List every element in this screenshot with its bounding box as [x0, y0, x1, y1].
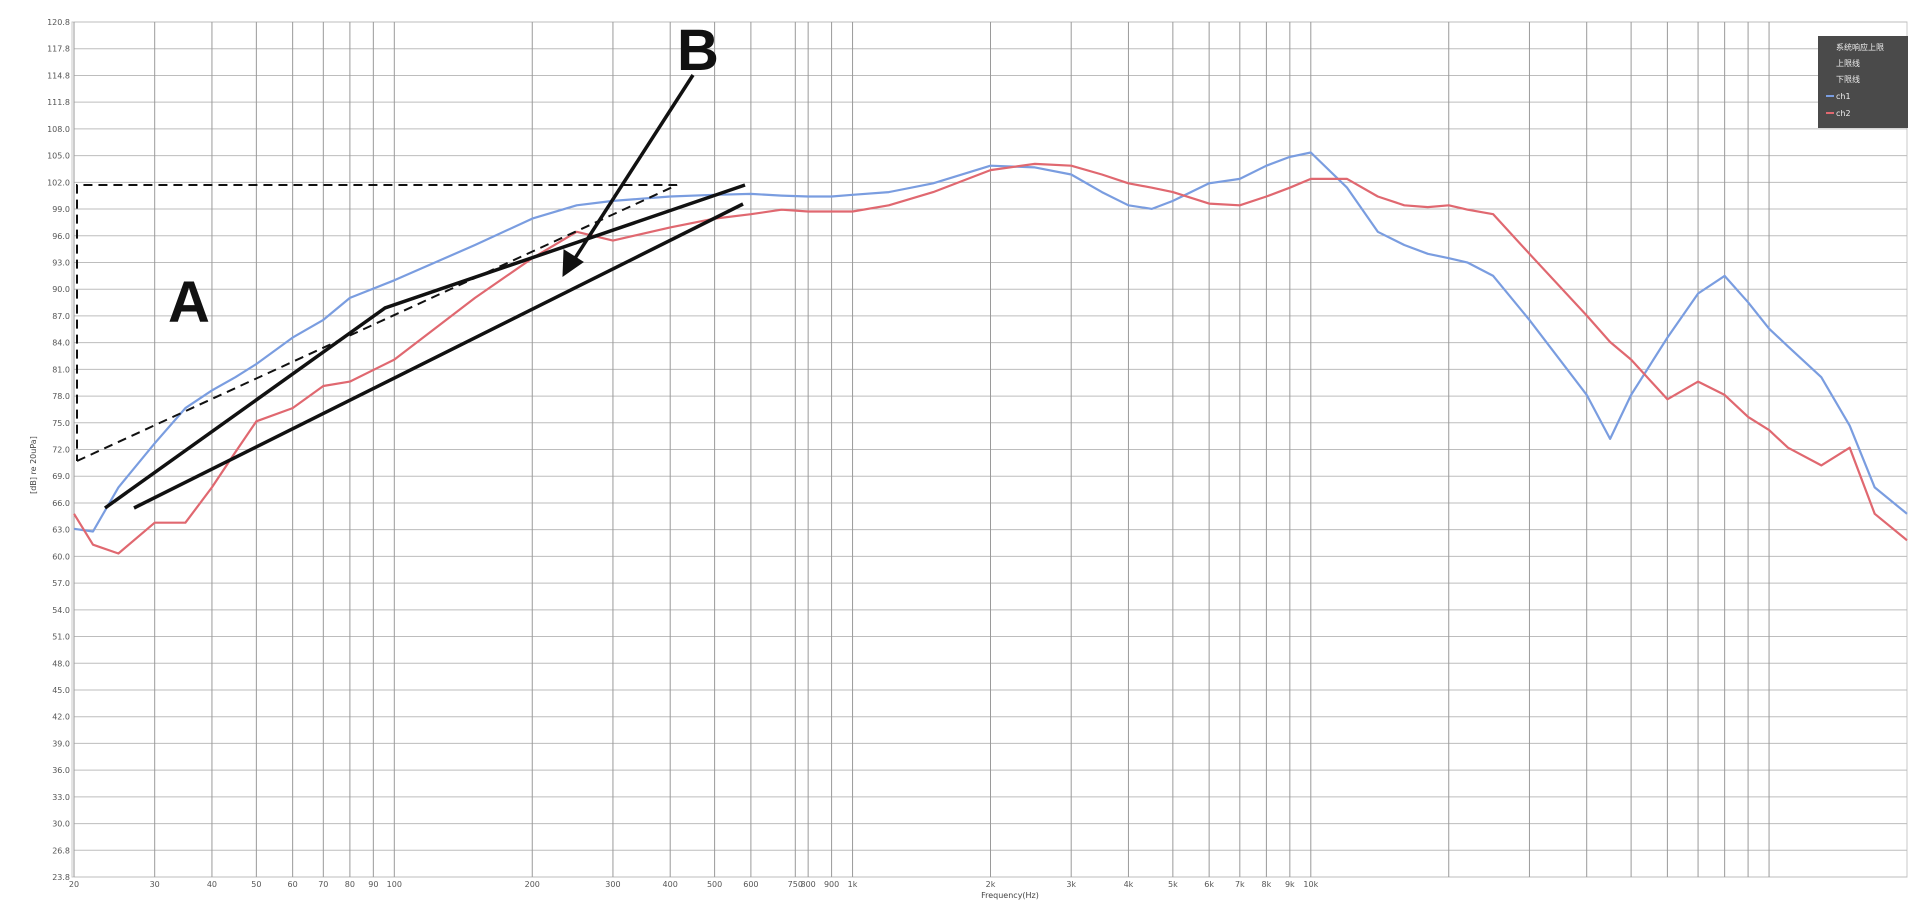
- y-tick-label: 111.8: [47, 98, 70, 107]
- legend-entry-5: ch2: [1836, 109, 1851, 118]
- legend-entry-1: 系统响应上限: [1836, 42, 1884, 52]
- y-tick-label: 102.0: [47, 178, 70, 187]
- x-tick-label: 3k: [1066, 880, 1076, 889]
- x-tick-label: 1k: [848, 880, 858, 889]
- y-tick-label: 30.0: [52, 820, 70, 829]
- y-tick-label: 93.0: [52, 258, 70, 267]
- y-tick-label: 39.0: [52, 739, 70, 748]
- y-tick-label: 75.0: [52, 419, 70, 428]
- x-tick-label: 50: [251, 880, 261, 889]
- data-series: [73, 151, 1908, 555]
- x-tick-label: 7k: [1235, 880, 1245, 889]
- x-tick-label: 6k: [1204, 880, 1214, 889]
- y-tick-label: 90.0: [52, 285, 70, 294]
- y-tick-label: 87.0: [52, 312, 70, 321]
- x-tick-label: 500: [707, 880, 722, 889]
- y-tick-label: 96.0: [52, 232, 70, 241]
- x-tick-label: 2k: [986, 880, 996, 889]
- x-tick-label: 600: [743, 880, 758, 889]
- y-tick-label: 105.0: [47, 152, 70, 161]
- x-tick-label: 80: [345, 880, 355, 889]
- x-tick-label: 300: [605, 880, 620, 889]
- y-tick-label: 81.0: [52, 365, 70, 374]
- y-tick-label: 108.0: [47, 125, 70, 134]
- x-tick-label: 30: [150, 880, 160, 889]
- x-tick-label: 10k: [1303, 880, 1318, 889]
- x-tick-label: 40: [207, 880, 217, 889]
- y-tick-label: 63.0: [52, 526, 70, 535]
- legend-entry-4: ch1: [1836, 92, 1851, 101]
- y-tick-label: 99.0: [52, 205, 70, 214]
- x-tick-label: 70: [318, 880, 328, 889]
- x-tick-label: 5k: [1168, 880, 1178, 889]
- y-tick-label: 54.0: [52, 606, 70, 615]
- x-tick-label: 100: [387, 880, 402, 889]
- x-tick-label: 750: [788, 880, 803, 889]
- y-tick-label: 84.0: [52, 339, 70, 348]
- x-tick-label: 800: [801, 880, 816, 889]
- x-tick-label: 4k: [1124, 880, 1134, 889]
- y-tick-label: 23.8: [52, 873, 70, 882]
- y-tick-label: 117.8: [47, 45, 70, 54]
- x-tick-labels: 20 30 40 50 60 70 80 90 100 200 300 400 500 600 750800…: [69, 880, 1319, 889]
- y-tick-label: 60.0: [52, 552, 70, 561]
- y-tick-label: 69.0: [52, 472, 70, 481]
- y-tick-label: 42.0: [52, 713, 70, 722]
- y-tick-label: 57.0: [52, 579, 70, 588]
- y-tick-label: 51.0: [52, 633, 70, 642]
- annotation-label-a: A: [168, 270, 210, 335]
- x-tick-label: 90: [368, 880, 378, 889]
- legend-entry-3: 下限线: [1836, 74, 1860, 84]
- x-axis-label: Frequency(Hz): [981, 891, 1039, 900]
- y-tick-label: 114.8: [47, 71, 70, 80]
- x-tick-label: 400: [663, 880, 678, 889]
- annotation-lower-line: [133, 202, 744, 510]
- y-tick-label: 120.8: [47, 18, 70, 27]
- y-tick-label: 33.0: [52, 793, 70, 802]
- y-tick-label: 36.0: [52, 766, 70, 775]
- x-tick-label: 200: [525, 880, 540, 889]
- y-axis-label: [dB] re 20uPa]: [29, 436, 38, 494]
- y-tick-labels: 23.8 26.8 30.0 33.0 36.0 39.0 42.0 45.0 48.0 51.0…: [47, 18, 70, 882]
- x-tick-label: 60: [288, 880, 298, 889]
- x-tick-label: 900: [824, 880, 839, 889]
- y-tick-label: 66.0: [52, 499, 70, 508]
- x-tick-label: 9k: [1285, 880, 1295, 889]
- series-line-ch1: [73, 151, 1908, 533]
- legend: 系统响应上限 上限线 下限线 ch1 ch2: [1818, 36, 1908, 128]
- annotation-arrow-shaft: [568, 74, 695, 267]
- y-tick-label: 48.0: [52, 659, 70, 668]
- legend-entry-2: 上限线: [1836, 58, 1860, 68]
- x-gridlines: [73, 22, 1770, 877]
- series-line-ch2: [73, 162, 1908, 555]
- y-tick-label: 26.8: [52, 846, 70, 855]
- x-tick-label: 8k: [1262, 880, 1272, 889]
- annotation-dashed-bound: [76, 184, 678, 462]
- y-tick-label: 72.0: [52, 446, 70, 455]
- y-tick-label: 45.0: [52, 686, 70, 695]
- annotation-upper-line: [103, 183, 746, 510]
- y-tick-label: 78.0: [52, 392, 70, 401]
- annotation-lines: [76, 74, 746, 510]
- x-tick-label: 20: [69, 880, 79, 889]
- annotation-label-b: B: [677, 18, 719, 83]
- annotation-arrow-head: [562, 249, 584, 277]
